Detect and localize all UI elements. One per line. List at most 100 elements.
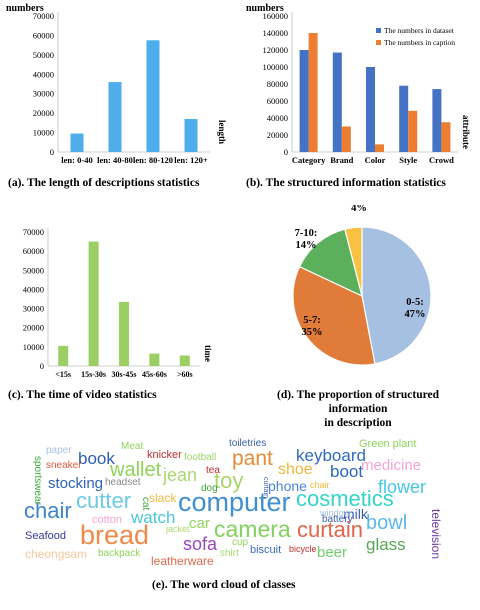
word-cloud-word: dog bbox=[201, 483, 218, 494]
y-tick-label: 30000 bbox=[23, 304, 44, 314]
pie-slice bbox=[298, 228, 363, 298]
chart-proportion-pie: 0-5:47%5-7:35%7-10:14%>10:4% bbox=[292, 205, 432, 366]
x-tick-label: Style bbox=[399, 155, 417, 165]
bar bbox=[408, 110, 418, 152]
bar bbox=[308, 33, 318, 152]
caption-d: (d). The proportion of structured inform… bbox=[258, 388, 458, 430]
y-tick-label: 20000 bbox=[33, 108, 54, 118]
pie-label-name: 0-5: bbox=[406, 297, 424, 308]
word-cloud-word: wallet bbox=[110, 459, 162, 481]
y-tick-label: 50000 bbox=[33, 50, 54, 60]
bar bbox=[441, 122, 451, 152]
y-tick-label: 160000 bbox=[263, 11, 289, 21]
y-tick-label: 140000 bbox=[263, 28, 289, 38]
x-tick-label: Color bbox=[365, 155, 386, 165]
word-cloud-word: backpack bbox=[98, 548, 141, 559]
caption-d-line1: (d). The proportion of structured inform… bbox=[277, 389, 439, 415]
y-axis-label: numbers bbox=[6, 3, 44, 14]
word-cloud-word: Green plant bbox=[359, 438, 417, 450]
pie-label-pct: 47% bbox=[405, 309, 426, 320]
y-axis-label: numbers bbox=[246, 3, 284, 14]
pie-label-name: 7-10: bbox=[295, 228, 318, 239]
word-cloud-word: cutter bbox=[76, 488, 132, 513]
bar bbox=[332, 52, 342, 152]
bar bbox=[184, 118, 198, 152]
word-cloud-word: bicycle bbox=[289, 544, 317, 554]
y-tick-label: 100000 bbox=[263, 62, 289, 72]
pie-slice bbox=[292, 265, 376, 366]
x-tick-label: 45s-60s bbox=[142, 370, 167, 379]
y-tick-label: 120000 bbox=[263, 45, 289, 55]
caption-d-line2: in description bbox=[324, 417, 392, 429]
x-axis-label: time bbox=[203, 345, 213, 362]
y-tick-label: 0 bbox=[50, 147, 54, 157]
x-axis-label: length bbox=[217, 120, 227, 144]
chart-structured-information: 0 20000 40000 60000 80000 100000 120000 140000 1… bbox=[246, 3, 471, 165]
bar bbox=[179, 355, 190, 366]
word-cloud-word: chair bbox=[310, 480, 330, 490]
word-cloud-word: milk bbox=[343, 506, 368, 522]
pie-label-pct: 35% bbox=[302, 327, 323, 338]
bar bbox=[375, 144, 384, 152]
word-cloud-word: headset bbox=[105, 477, 141, 488]
word-cloud-word: shirt bbox=[220, 548, 239, 559]
y-tick-label: 40000 bbox=[33, 69, 54, 79]
x-axis-label: attribute bbox=[461, 115, 471, 149]
word-cloud-word: curtain bbox=[297, 517, 364, 542]
word-cloud-word: bowl bbox=[366, 512, 408, 534]
y-tick-label: 50000 bbox=[23, 265, 44, 275]
word-cloud-word: Seafood bbox=[25, 530, 66, 542]
y-tick-label: 10000 bbox=[33, 128, 54, 138]
word-cloud-word: glass bbox=[366, 535, 406, 554]
word-cloud-word: keyboard bbox=[296, 446, 366, 465]
word-cloud-word: jean bbox=[163, 465, 198, 485]
x-tick-label: Category bbox=[292, 155, 326, 165]
word-cloud-word: cotton bbox=[92, 514, 122, 526]
bar bbox=[146, 40, 160, 152]
y-tick-label: 60000 bbox=[33, 30, 54, 40]
word-cloud-word: toiletries bbox=[229, 438, 267, 449]
y-tick-label: 40000 bbox=[267, 113, 288, 123]
y-tick-label: 70000 bbox=[23, 227, 44, 237]
word-cloud-word: football bbox=[184, 452, 217, 463]
legend-label: The numbers in caption bbox=[384, 38, 455, 47]
pie-label-pct: 14% bbox=[296, 240, 317, 251]
legend-label: The numbers in dataset bbox=[384, 26, 455, 35]
word-cloud-word: tea bbox=[206, 465, 220, 476]
word-cloud-word: boot bbox=[330, 462, 364, 481]
word-cloud-word: beer bbox=[317, 544, 348, 561]
y-tick-label: 60000 bbox=[23, 246, 44, 256]
word-cloud-word: knicker bbox=[147, 449, 182, 461]
word-cloud-word: jacket bbox=[166, 524, 190, 534]
word-cloud-word: biscuit bbox=[250, 544, 282, 556]
bar bbox=[341, 126, 351, 152]
word-cloud-word: computer bbox=[178, 487, 291, 517]
word-cloud-word: car bbox=[189, 515, 210, 532]
pie-slice bbox=[361, 226, 432, 365]
word-cloud-word: toy bbox=[214, 468, 244, 493]
y-tick-label: 70000 bbox=[33, 11, 54, 21]
word-cloud-word: slack bbox=[149, 491, 177, 505]
word-cloud-word: phone bbox=[268, 478, 307, 494]
caption-e: (e). The word cloud of classes bbox=[152, 579, 296, 591]
legend-swatch bbox=[376, 28, 381, 33]
bar bbox=[366, 67, 375, 152]
legend-swatch bbox=[376, 40, 381, 45]
y-tick-label: 30000 bbox=[33, 89, 54, 99]
word-cloud-word: stocking bbox=[48, 475, 104, 492]
y-tick-label: 10000 bbox=[23, 342, 44, 352]
word-cloud-word: cat bbox=[140, 497, 151, 511]
pie-label-pct: 4% bbox=[351, 205, 367, 214]
pie-slice bbox=[344, 226, 363, 297]
y-tick-label: 40000 bbox=[23, 284, 44, 294]
pie-label-name: 5-7: bbox=[303, 315, 321, 326]
x-tick-label: <15s bbox=[55, 370, 71, 379]
word-cloud-word: medicine bbox=[361, 457, 422, 474]
word-cloud-word: bread bbox=[80, 520, 150, 550]
bar bbox=[149, 353, 160, 366]
word-cloud-word: television bbox=[429, 509, 443, 560]
word-cloud-word: curtain bbox=[262, 477, 269, 499]
x-tick-label: len: 120+ bbox=[174, 155, 208, 165]
bar bbox=[299, 50, 309, 152]
x-tick-label: len: 40-80 bbox=[97, 155, 133, 165]
